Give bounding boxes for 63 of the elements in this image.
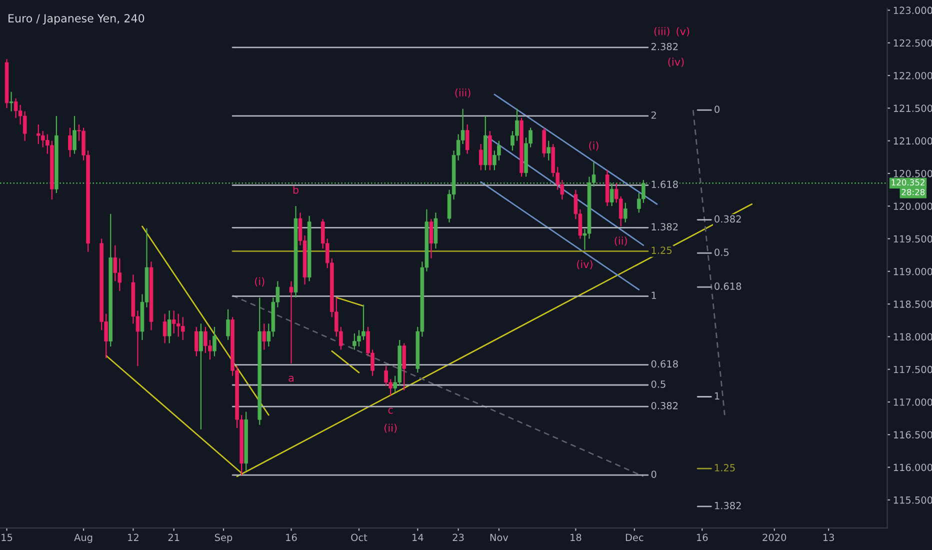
y-tick-label: 121.000	[894, 137, 932, 145]
annotation: c	[388, 408, 393, 414]
x-tick-label: 15	[2, 534, 12, 542]
y-tick-label: 122.500	[894, 39, 932, 47]
x-tick-label: 12	[128, 534, 138, 541]
annotation: 0.618	[651, 360, 678, 368]
y-tick-label: 118.500	[894, 300, 932, 308]
x-tick-label: Nov	[490, 534, 508, 542]
annotation: 2.382	[651, 42, 678, 50]
annotation: b	[293, 186, 298, 194]
annotation: 0.382	[651, 402, 678, 410]
annotation: (i)	[255, 277, 264, 286]
text: 28:28	[902, 188, 925, 196]
annotation: (i)	[589, 141, 598, 151]
y-tick-label: 117.500	[894, 366, 932, 374]
x-tick-label: 13	[823, 534, 834, 542]
x-tick-label: 21	[168, 534, 180, 541]
annotation: 0.5	[714, 248, 729, 256]
annotation: 0.382	[714, 215, 741, 223]
annotation: 0	[714, 106, 720, 113]
y-tick-label: 117.000	[894, 398, 932, 406]
y-tick-label: 119.000	[894, 268, 932, 276]
y-tick-label: 118.000	[894, 333, 932, 341]
x-tick-label: 2020	[762, 534, 786, 542]
annotation: (ii)	[384, 424, 397, 434]
y-tick-label: 119.500	[894, 235, 932, 243]
annotation: 2	[651, 111, 656, 119]
annotation: (v)	[676, 27, 690, 36]
y-tick-label: 120.500	[894, 170, 932, 178]
y-tick-label: 120.000	[894, 202, 932, 210]
annotation: (iv)	[668, 58, 684, 67]
y-tick-label: 116.000	[894, 464, 932, 472]
annotation: 1.25	[652, 246, 672, 254]
annotation: 1.25	[715, 464, 735, 472]
annotation: (ii)	[614, 236, 627, 246]
x-tick-label: 16	[286, 534, 297, 542]
y-tick-label: 115.500	[894, 496, 932, 504]
x-tick-label: Dec	[626, 534, 644, 542]
x-tick-label: Sep	[214, 534, 232, 543]
x-tick-label: 23	[452, 534, 464, 542]
y-tick-label: 122.000	[894, 72, 932, 80]
x-tick-label: Aug	[74, 534, 92, 543]
annotation: (iv)	[577, 260, 592, 270]
x-tick-label: 16	[697, 534, 708, 542]
annotation: 1	[715, 392, 720, 400]
annotation: a	[288, 376, 294, 382]
annotation: 1	[652, 292, 656, 299]
y-tick-label: 123.000	[894, 6, 932, 14]
annotation: 0	[651, 470, 656, 478]
x-tick-label: 14	[412, 534, 424, 541]
ref-line-label: 120.352	[892, 179, 924, 186]
annotation: (iii)	[654, 27, 670, 36]
chart-title: Euro / Japanese Yen, 240	[8, 14, 144, 25]
x-tick-label: Oct	[351, 534, 368, 542]
y-tick-label: 116.500	[894, 431, 932, 438]
annotation: 0.5	[651, 380, 666, 388]
annotation: 1.382	[652, 223, 678, 230]
annotation: 1.618	[652, 180, 678, 188]
x-tick-label: 18	[570, 534, 582, 542]
y-tick-label: 121.500	[894, 104, 932, 112]
annotation: (iii)	[455, 88, 470, 98]
annotation: 1.382	[715, 502, 741, 510]
annotation: 0.618	[714, 282, 742, 290]
